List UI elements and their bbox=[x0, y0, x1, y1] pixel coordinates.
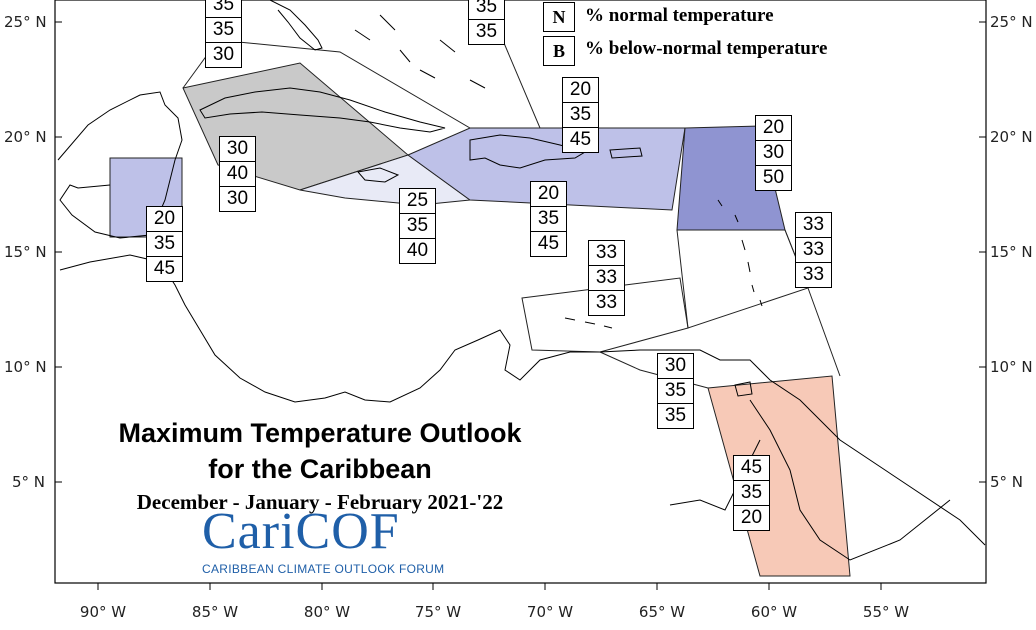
prob-value: 30 bbox=[658, 354, 693, 379]
lon-label: 70° W bbox=[527, 603, 573, 621]
lon-label: 55° W bbox=[863, 603, 909, 621]
lon-label: 75° W bbox=[415, 603, 461, 621]
lat-label: 5° N bbox=[12, 473, 45, 491]
map-title-line1: Maximum Temperature Outlook bbox=[118, 418, 522, 448]
prob-value: 33 bbox=[802, 264, 825, 285]
prob-value: 33 bbox=[595, 292, 618, 313]
lon-label: 60° W bbox=[751, 603, 797, 621]
prob-value: 35 bbox=[400, 214, 435, 239]
coast-jamaica bbox=[357, 167, 400, 183]
lat-label: 25° N bbox=[990, 13, 1033, 31]
lat-label: 25° N bbox=[4, 13, 47, 31]
prob-value: 35 bbox=[664, 405, 687, 426]
prob-value: 40 bbox=[406, 240, 429, 261]
region-abc bbox=[521, 277, 689, 353]
lat-label: 15° N bbox=[990, 243, 1033, 261]
prob-value: 35 bbox=[734, 481, 769, 506]
lon-label: 85° W bbox=[192, 603, 238, 621]
prob-value: 35 bbox=[206, 0, 241, 18]
prob-value: 35 bbox=[658, 379, 693, 404]
lon-label: 65° W bbox=[639, 603, 685, 621]
coast-abc bbox=[564, 317, 613, 329]
prob-value: 25 bbox=[400, 189, 435, 214]
coast-bahamas bbox=[354, 14, 486, 89]
prob-value: 35 bbox=[147, 232, 182, 257]
map-title-line2: for the Caribbean bbox=[208, 454, 432, 484]
prob-value: 20 bbox=[531, 182, 566, 207]
prob-box-cuba-west: 30 40 30 bbox=[219, 136, 256, 212]
lat-labels-left: 25° N 20° N 15° N 10° N 5° N bbox=[4, 13, 47, 491]
region-boundary-lines bbox=[182, 39, 471, 129]
coast-cuba bbox=[199, 87, 446, 133]
lat-label: 10° N bbox=[990, 358, 1033, 376]
coast-lesser-antilles bbox=[717, 199, 763, 307]
prob-value: 45 bbox=[537, 233, 560, 254]
coast-yucatan-central-america bbox=[57, 91, 986, 546]
prob-box-puerto-rico: 20 35 45 bbox=[562, 77, 599, 153]
coast-hispaniola bbox=[469, 134, 587, 169]
prob-value: 33 bbox=[796, 213, 831, 238]
prob-value: 33 bbox=[589, 241, 624, 266]
prob-value: 33 bbox=[796, 238, 831, 263]
tick-marks bbox=[55, 21, 986, 590]
prob-box-abc: 33 33 33 bbox=[588, 240, 625, 316]
prob-value: 45 bbox=[734, 456, 769, 481]
prob-value: 35 bbox=[475, 21, 498, 42]
prob-value: 30 bbox=[226, 188, 249, 209]
coast-trinidad bbox=[734, 381, 753, 397]
lat-label: 5° N bbox=[990, 473, 1023, 491]
prob-value: 45 bbox=[569, 129, 592, 150]
prob-box-leeward: 20 30 50 bbox=[755, 115, 792, 191]
lat-label: 10° N bbox=[4, 358, 47, 376]
legend-key-normal: N bbox=[543, 2, 575, 32]
prob-value: 20 bbox=[756, 116, 791, 141]
prob-value: 35 bbox=[531, 207, 566, 232]
legend-label-below: % below-normal temperature bbox=[585, 38, 828, 59]
coast-puerto-rico bbox=[609, 147, 643, 159]
lon-labels: 90° W 85° W 80° W 75° W 70° W 65° W 60° … bbox=[80, 603, 909, 621]
prob-value: 35 bbox=[469, 0, 504, 20]
lon-label: 80° W bbox=[304, 603, 350, 621]
map-subtitle: December - January - February 2021-'22 bbox=[136, 490, 504, 514]
legend-key-below: B bbox=[543, 36, 575, 66]
prob-box-guianas: 45 35 20 bbox=[733, 455, 770, 531]
prob-value: 35 bbox=[563, 103, 598, 128]
lat-labels-right: 25° N 20° N 15° N 10° N 5° N bbox=[990, 13, 1033, 491]
prob-box-belize: 20 35 45 bbox=[146, 206, 183, 282]
prob-box-hispaniola: 20 35 45 bbox=[530, 181, 567, 257]
caricof-logo: CariCOF bbox=[202, 503, 400, 560]
coast-florida bbox=[269, 0, 323, 51]
lat-label: 20° N bbox=[990, 128, 1033, 146]
lat-label: 15° N bbox=[4, 243, 47, 261]
legend-label-normal: % normal temperature bbox=[585, 5, 774, 26]
prob-value: 35 bbox=[206, 18, 241, 43]
prob-box-jamaica: 25 35 40 bbox=[399, 188, 436, 264]
prob-value: 30 bbox=[756, 141, 791, 166]
prob-box-bahamas-north-1: 35 35 30 bbox=[205, 0, 242, 68]
prob-value: 45 bbox=[153, 258, 176, 279]
lon-label: 90° W bbox=[80, 603, 126, 621]
prob-value: 50 bbox=[762, 167, 785, 188]
prob-value: 30 bbox=[212, 44, 235, 65]
prob-box-bahamas-north-2: 35 35 bbox=[468, 0, 505, 45]
prob-box-windward: 33 33 33 bbox=[795, 212, 832, 288]
prob-value: 30 bbox=[220, 137, 255, 162]
region-hispaniola bbox=[406, 127, 686, 211]
prob-box-trinidad: 30 35 35 bbox=[657, 353, 694, 429]
caricof-logo-subtitle: CARIBBEAN CLIMATE OUTLOOK FORUM bbox=[202, 562, 445, 576]
prob-value: 20 bbox=[563, 78, 598, 103]
prob-value: 33 bbox=[589, 266, 624, 291]
prob-value: 20 bbox=[740, 507, 763, 528]
lat-label: 20° N bbox=[4, 128, 47, 146]
prob-value: 40 bbox=[220, 162, 255, 187]
prob-value: 20 bbox=[147, 207, 182, 232]
